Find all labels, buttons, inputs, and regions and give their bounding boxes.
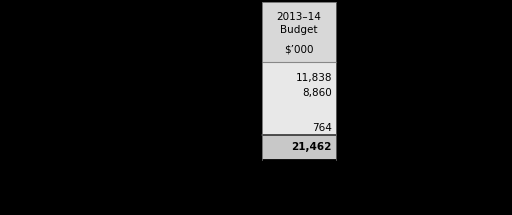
Text: 764: 764	[312, 123, 332, 133]
Text: 8,860: 8,860	[302, 88, 332, 98]
Text: Budget: Budget	[280, 25, 318, 35]
Text: 21,462: 21,462	[292, 143, 332, 152]
Bar	[262, 62, 336, 135]
Text: 11,838: 11,838	[295, 73, 332, 83]
Bar	[262, 2, 336, 62]
Text: $’000: $’000	[284, 45, 314, 55]
Bar	[262, 135, 336, 160]
Text: 2013–14: 2013–14	[276, 12, 322, 22]
